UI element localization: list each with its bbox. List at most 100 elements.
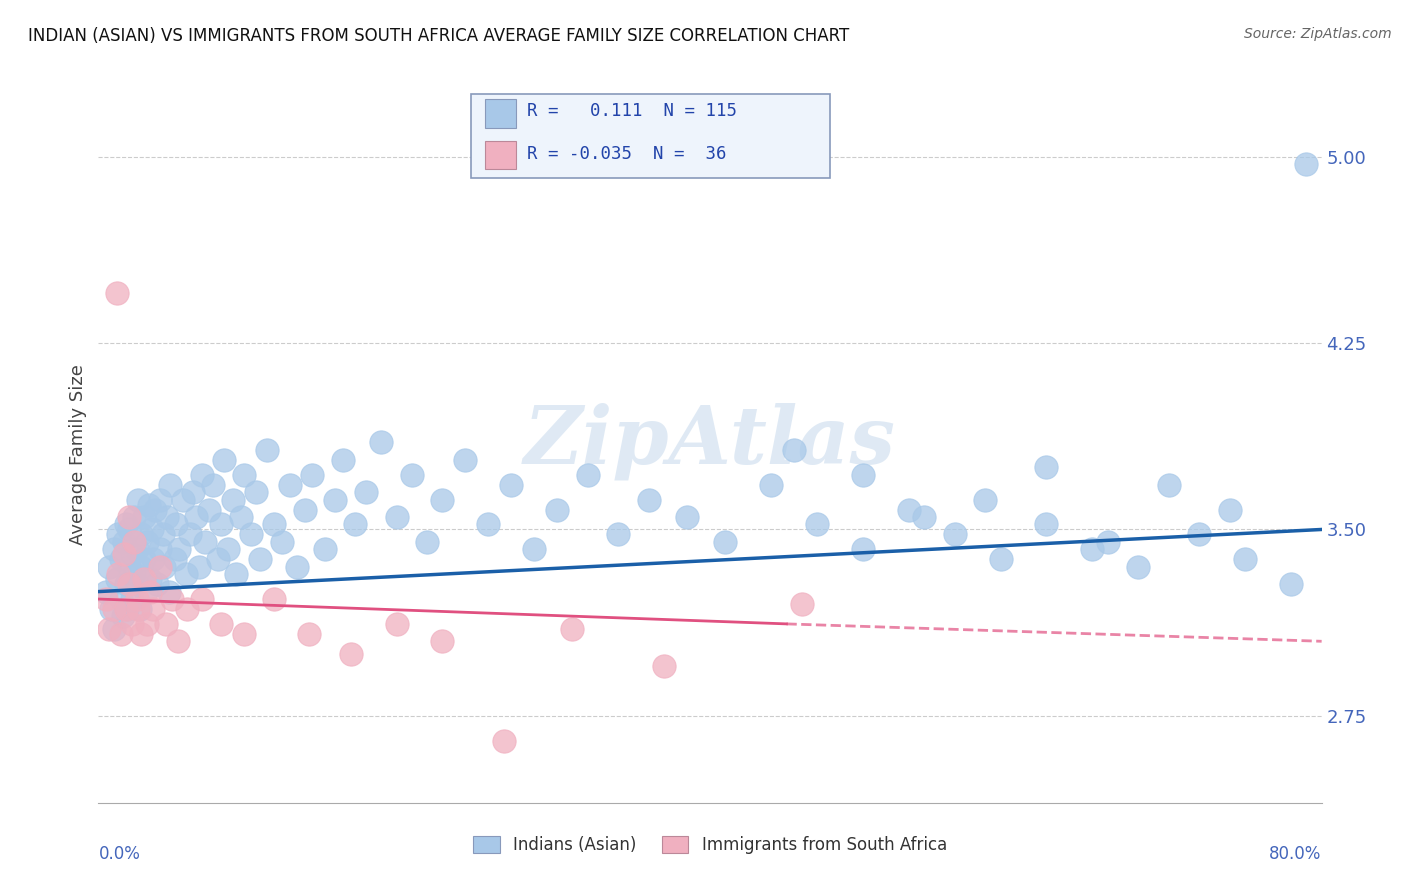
Point [103, 622, 125, 636]
Point [209, 517, 232, 532]
Point [125, 592, 148, 607]
Point [179, 527, 201, 541]
Point [103, 602, 125, 616]
Point [110, 592, 132, 607]
Point [107, 567, 129, 582]
Point [783, 442, 806, 457]
Point [94, 584, 117, 599]
Point [332, 453, 354, 467]
Point [127, 602, 149, 616]
Point [143, 502, 166, 516]
Legend: Indians (Asian), Immigrants from South Africa: Indians (Asian), Immigrants from South A… [467, 829, 953, 861]
Point [105, 286, 128, 301]
Point [157, 584, 180, 599]
Point [191, 467, 214, 482]
Point [217, 542, 239, 557]
Point [149, 559, 172, 574]
Text: Source: ZipAtlas.com: Source: ZipAtlas.com [1244, 27, 1392, 41]
Point [98, 559, 121, 574]
Point [202, 477, 225, 491]
Point [676, 510, 699, 524]
Point [263, 517, 285, 532]
Point [370, 435, 392, 450]
Point [134, 572, 156, 586]
Text: 0.0%: 0.0% [98, 845, 141, 863]
Point [176, 602, 198, 616]
Point [1128, 559, 1150, 574]
Point [118, 577, 141, 591]
Point [222, 492, 245, 507]
Point [136, 535, 159, 549]
Point [181, 485, 204, 500]
Point [122, 567, 145, 582]
Point [401, 467, 423, 482]
Point [637, 492, 661, 507]
Point [523, 542, 546, 557]
Point [167, 634, 190, 648]
Point [105, 572, 128, 586]
Point [416, 535, 439, 549]
Point [477, 517, 499, 532]
Point [344, 517, 367, 532]
Point [256, 442, 278, 457]
Point [209, 616, 232, 631]
Point [160, 592, 183, 607]
Point [249, 552, 271, 566]
Point [1035, 517, 1057, 532]
Point [263, 592, 285, 607]
Point [385, 510, 408, 524]
Point [149, 542, 172, 557]
Point [188, 559, 211, 574]
Point [294, 502, 316, 516]
Point [714, 535, 737, 549]
Point [1097, 535, 1119, 549]
Point [1234, 552, 1257, 566]
Point [385, 616, 408, 631]
Point [270, 535, 292, 549]
Point [134, 510, 156, 524]
Point [194, 535, 217, 549]
Point [186, 510, 208, 524]
Point [1219, 502, 1241, 516]
Point [127, 492, 149, 507]
Point [232, 467, 254, 482]
Point [153, 559, 176, 574]
Point [240, 527, 263, 541]
Point [111, 609, 134, 624]
Point [432, 634, 454, 648]
Point [1035, 460, 1057, 475]
Point [897, 502, 920, 516]
Point [169, 542, 191, 557]
Point [103, 542, 125, 557]
Point [118, 523, 141, 537]
Y-axis label: Average Family Size: Average Family Size [69, 365, 87, 545]
Point [139, 572, 162, 586]
Point [121, 547, 143, 561]
Point [285, 559, 308, 574]
Point [165, 517, 187, 532]
Point [152, 527, 174, 541]
Point [1157, 477, 1180, 491]
Point [492, 733, 515, 747]
Point [301, 467, 323, 482]
Point [576, 467, 599, 482]
Point [225, 567, 247, 582]
Point [174, 567, 197, 582]
Point [115, 577, 138, 591]
Point [990, 552, 1012, 566]
Point [142, 552, 165, 566]
Point [145, 577, 167, 591]
Point [128, 602, 150, 616]
Point [1295, 157, 1317, 171]
Point [159, 477, 181, 491]
Point [98, 622, 121, 636]
Point [125, 542, 148, 557]
Point [652, 659, 675, 673]
Point [141, 523, 163, 537]
Point [339, 647, 361, 661]
Point [142, 602, 165, 616]
Point [117, 602, 139, 616]
Point [561, 622, 583, 636]
Point [212, 453, 235, 467]
Point [110, 552, 132, 566]
